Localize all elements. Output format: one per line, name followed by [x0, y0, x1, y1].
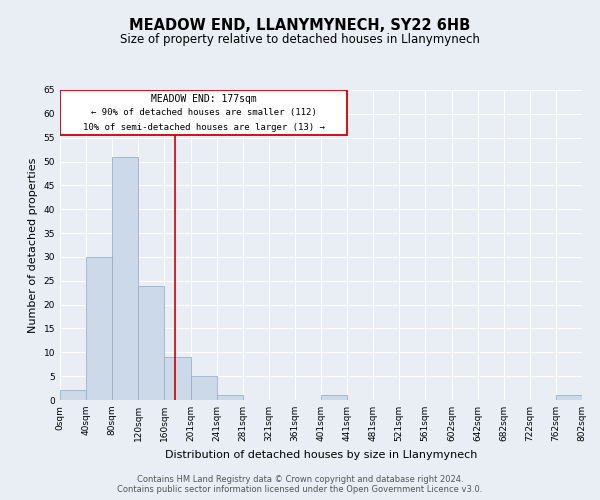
Bar: [217, 395, 243, 400]
Text: MEADOW END, LLANYMYNECH, SY22 6HB: MEADOW END, LLANYMYNECH, SY22 6HB: [130, 18, 470, 32]
Bar: [60, 390, 86, 400]
Bar: [138, 286, 164, 400]
Bar: [191, 376, 217, 400]
Y-axis label: Number of detached properties: Number of detached properties: [28, 158, 38, 332]
Bar: [60, 90, 347, 136]
Text: MEADOW END: 177sqm: MEADOW END: 177sqm: [151, 94, 256, 104]
Bar: [321, 395, 347, 400]
Bar: [164, 357, 191, 400]
Text: Contains HM Land Registry data © Crown copyright and database right 2024.: Contains HM Land Registry data © Crown c…: [137, 474, 463, 484]
Bar: [86, 257, 112, 400]
Text: Contains public sector information licensed under the Open Government Licence v3: Contains public sector information licen…: [118, 484, 482, 494]
Text: Size of property relative to detached houses in Llanymynech: Size of property relative to detached ho…: [120, 32, 480, 46]
Bar: [112, 157, 138, 400]
Text: ← 90% of detached houses are smaller (112): ← 90% of detached houses are smaller (11…: [91, 108, 316, 118]
X-axis label: Distribution of detached houses by size in Llanymynech: Distribution of detached houses by size …: [165, 450, 477, 460]
Text: 10% of semi-detached houses are larger (13) →: 10% of semi-detached houses are larger (…: [83, 122, 325, 132]
Bar: [556, 395, 582, 400]
